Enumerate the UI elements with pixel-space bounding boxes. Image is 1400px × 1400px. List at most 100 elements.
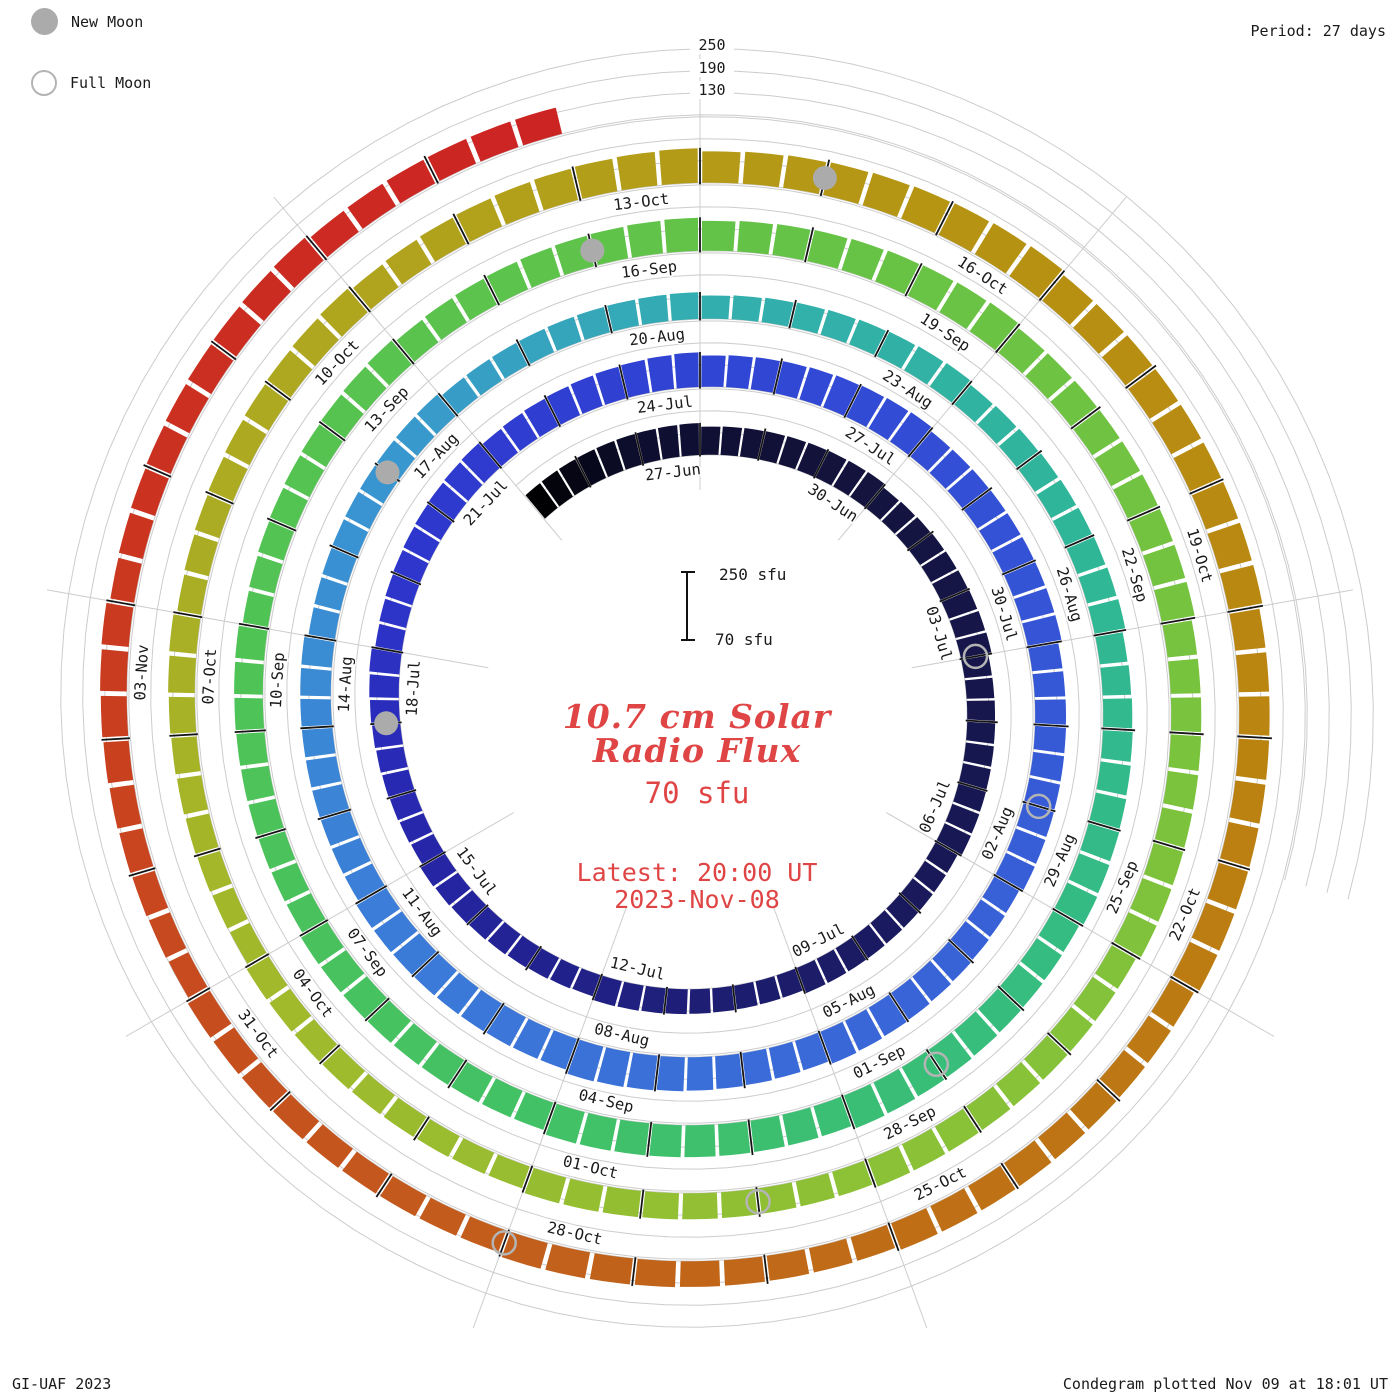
- flux-segment: [853, 924, 885, 959]
- credit-plotted: Condegram plotted Nov 09 at 18:01 UT: [1062, 1375, 1388, 1393]
- day-tick: [1169, 731, 1204, 736]
- flux-segment: [1154, 581, 1195, 622]
- full-moon-marker-03-Jul: [962, 643, 989, 670]
- day-tick: [210, 340, 237, 361]
- flux-segment: [656, 1056, 685, 1092]
- flux-segment: [547, 316, 582, 351]
- flux-segment: [966, 721, 996, 744]
- full-moon-marker-28-Oct: [491, 1230, 517, 1256]
- flux-segment: [241, 1062, 288, 1108]
- day-tick: [1189, 478, 1224, 495]
- flux-segment: [657, 425, 680, 460]
- flux-segment: [979, 513, 1021, 551]
- flux-segment: [424, 298, 467, 340]
- flux-segment: [1042, 275, 1094, 325]
- day-tick: [543, 394, 562, 428]
- flux-segment: [739, 428, 764, 460]
- flux-segment: [501, 1231, 548, 1269]
- flux-segment: [1129, 509, 1173, 552]
- flux-segment: [868, 398, 909, 440]
- flux-segment: [901, 186, 951, 233]
- flux-segment: [766, 1249, 810, 1281]
- day-tick: [1033, 723, 1069, 728]
- day-tick: [961, 486, 993, 511]
- flux-segment: [451, 890, 487, 924]
- flux-segment: [617, 981, 644, 1011]
- flux-segment: [1068, 853, 1110, 894]
- flux-segment: [799, 367, 834, 407]
- flux-segment: [820, 309, 856, 344]
- flux-segment: [950, 921, 989, 960]
- latest-date-label: 2023-Nov-08: [614, 885, 780, 914]
- flux-segment: [322, 1047, 365, 1090]
- flux-segment: [731, 295, 762, 322]
- flux-segment: [1229, 608, 1266, 651]
- legend-full-moon-label: Full Moon: [70, 74, 152, 92]
- day-tick: [1096, 1078, 1121, 1102]
- flux-segment: [1235, 652, 1270, 693]
- day-tick: [1217, 859, 1251, 871]
- flux-segment: [177, 775, 209, 815]
- day-tick: [1126, 505, 1161, 522]
- day-tick: [604, 304, 613, 334]
- flux-segment: [1080, 823, 1120, 862]
- flux-segment: [1096, 761, 1131, 796]
- flux-segment: [320, 288, 368, 337]
- date-label-22-Sep: 22-Sep: [1118, 546, 1151, 605]
- day-tick: [1101, 727, 1136, 732]
- day-tick: [329, 544, 359, 559]
- current-flux-value: 70 sfu: [644, 776, 750, 810]
- flux-segment: [386, 159, 436, 204]
- day-tick: [904, 262, 923, 297]
- day-tick: [542, 1101, 557, 1135]
- flux-segment: [627, 220, 663, 258]
- flux-segment: [1018, 453, 1059, 492]
- flux-segment: [545, 1103, 585, 1144]
- flux-segment: [486, 261, 529, 303]
- day-tick: [375, 1173, 393, 1198]
- day-tick: [482, 1002, 505, 1035]
- flux-segment: [241, 765, 275, 802]
- flux-segment: [1033, 725, 1066, 754]
- flux-segment: [376, 746, 408, 773]
- flux-segment: [273, 1094, 320, 1140]
- flux-segment: [461, 989, 502, 1032]
- flux-segment: [921, 551, 957, 583]
- flux-segment: [595, 366, 626, 405]
- flux-segment: [641, 985, 666, 1014]
- day-tick: [264, 380, 292, 401]
- flux-segment: [966, 1086, 1011, 1131]
- flux-segment: [213, 1027, 259, 1075]
- flux-segment: [168, 655, 196, 694]
- new-moon-marker-17-Jul: [374, 711, 399, 736]
- flux-segment: [702, 151, 741, 184]
- flux-segment: [177, 574, 208, 615]
- date-label-26-Aug: 26-Aug: [1053, 565, 1086, 624]
- day-tick: [995, 323, 1021, 354]
- flux-segment: [904, 346, 944, 385]
- flux-segment: [992, 537, 1034, 573]
- flux-segment: [679, 423, 699, 457]
- flux-segment: [367, 340, 412, 386]
- day-tick: [747, 1119, 754, 1156]
- flux-segment: [910, 431, 951, 471]
- flux-segment: [626, 1052, 658, 1091]
- flux-segment: [1168, 658, 1201, 694]
- day-tick: [304, 634, 337, 642]
- day-tick: [1026, 640, 1062, 649]
- flux-segment: [723, 1256, 765, 1286]
- flux-segment: [528, 948, 560, 979]
- day-tick: [452, 213, 470, 245]
- flux-segment: [165, 384, 209, 434]
- flux-segment: [1113, 474, 1158, 519]
- flux-segment: [1100, 665, 1132, 696]
- flux-segment: [452, 1138, 495, 1174]
- flux-segment: [545, 1244, 591, 1279]
- flux-segment: [945, 803, 980, 834]
- flux-segment: [208, 456, 248, 502]
- flux-segment: [682, 1192, 718, 1220]
- flux-segment: [969, 302, 1018, 351]
- flux-segment: [572, 968, 601, 997]
- flux-segment: [742, 1048, 772, 1085]
- flux-segment: [1032, 671, 1066, 698]
